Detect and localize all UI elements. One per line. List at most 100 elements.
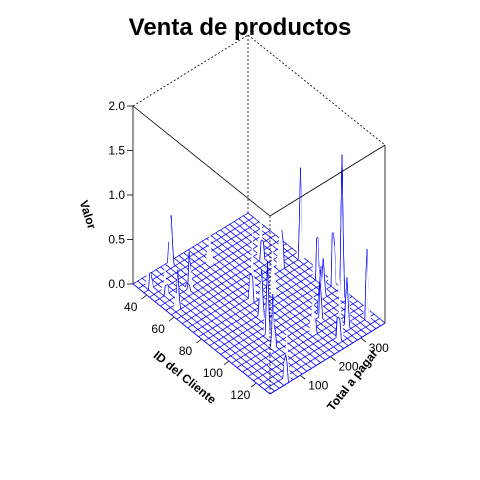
mesh-line — [216, 231, 219, 233]
mesh-line — [286, 243, 288, 246]
mesh-line — [240, 240, 242, 242]
mesh-line — [249, 242, 251, 244]
mesh-line — [240, 232, 243, 235]
surface-facet — [233, 238, 237, 241]
surface-facet — [261, 231, 264, 234]
mesh-line — [254, 238, 257, 241]
surface-facet — [220, 239, 223, 241]
surface-facet — [284, 248, 287, 250]
surface-facet — [250, 230, 253, 233]
mesh-line — [217, 238, 220, 240]
surface-facet — [235, 231, 238, 234]
surface-facet — [241, 233, 245, 236]
surface-facet — [234, 222, 237, 225]
surface-facet — [238, 227, 242, 230]
surface-facet — [232, 224, 235, 226]
mesh-line — [270, 244, 272, 247]
mesh-line — [229, 224, 232, 226]
surface-facet — [218, 232, 221, 235]
surface-facet — [249, 231, 252, 233]
surface-facet — [270, 231, 273, 234]
surface-facet — [212, 236, 216, 238]
surface-facet — [246, 232, 250, 235]
mesh-line — [239, 216, 242, 219]
mesh-line — [214, 232, 216, 234]
surface-facet — [239, 221, 242, 224]
surface-facet — [227, 228, 231, 231]
surface-facet — [244, 226, 248, 228]
mesh-line — [268, 230, 271, 232]
mesh-line — [250, 225, 253, 228]
surface-facet — [245, 241, 248, 243]
mesh-line — [275, 234, 277, 237]
mesh-line — [237, 226, 239, 228]
surface-facet — [274, 238, 278, 241]
surface-facet — [264, 243, 267, 245]
mesh-line — [228, 236, 231, 239]
surface-facet — [250, 220, 253, 223]
surface-facet — [239, 229, 242, 232]
surface-facet — [290, 250, 294, 252]
surface-facet — [247, 224, 250, 227]
mesh-line — [263, 225, 265, 228]
surface-facet — [240, 234, 244, 237]
mesh-line — [283, 241, 286, 243]
mesh-line — [241, 231, 244, 233]
mesh-line — [231, 229, 233, 232]
surface-facet — [266, 233, 270, 236]
surface-facet — [264, 229, 268, 231]
surface-facet — [224, 236, 228, 239]
mesh-line — [249, 227, 252, 229]
mesh-line — [232, 229, 235, 231]
mesh-line — [235, 219, 237, 222]
mesh-line — [288, 249, 290, 251]
surface-facet — [263, 228, 266, 230]
surface-facet — [276, 243, 279, 246]
surface-facet — [222, 237, 226, 240]
surface-facet — [222, 232, 225, 235]
surface-facet — [230, 234, 234, 237]
mesh-line — [288, 245, 291, 248]
surface-facet — [249, 244, 252, 247]
surface-facet — [242, 219, 246, 222]
mesh-line — [257, 221, 260, 223]
mesh-line — [248, 227, 250, 229]
mesh-line — [238, 218, 241, 221]
surface-facet — [218, 234, 222, 237]
mesh-line — [217, 230, 220, 232]
surface-facet — [236, 237, 239, 239]
surface-facet — [245, 223, 249, 226]
surface-facet — [240, 228, 243, 231]
mesh-line — [236, 229, 239, 232]
surface-facet — [244, 232, 247, 234]
mesh-line — [273, 239, 276, 242]
mesh-line — [224, 234, 227, 236]
surface-facet — [224, 238, 227, 241]
surface-facet — [232, 233, 235, 236]
mesh-line — [274, 241, 277, 244]
mesh-line — [266, 234, 269, 236]
surface-facet — [237, 230, 241, 233]
surface-facet — [262, 230, 266, 233]
surface-facet — [249, 223, 252, 225]
surface-facet — [226, 237, 229, 240]
mesh-line — [219, 236, 222, 239]
mesh-line — [248, 235, 250, 237]
mesh-line — [283, 244, 286, 246]
surface-facet — [243, 242, 246, 245]
mesh-line — [289, 248, 291, 250]
surface-facet — [273, 239, 277, 242]
mesh-line — [228, 239, 231, 241]
mesh-line — [222, 235, 224, 237]
mesh-line — [268, 242, 271, 245]
surface-facet — [293, 250, 296, 253]
mesh-line — [237, 218, 239, 220]
surface-facet — [245, 218, 248, 220]
surface-facet — [243, 218, 247, 221]
mesh-line — [245, 221, 247, 223]
mesh-line — [236, 223, 239, 226]
surface-facet — [237, 238, 241, 240]
mesh-line — [262, 230, 265, 233]
surface-facet — [221, 230, 225, 233]
